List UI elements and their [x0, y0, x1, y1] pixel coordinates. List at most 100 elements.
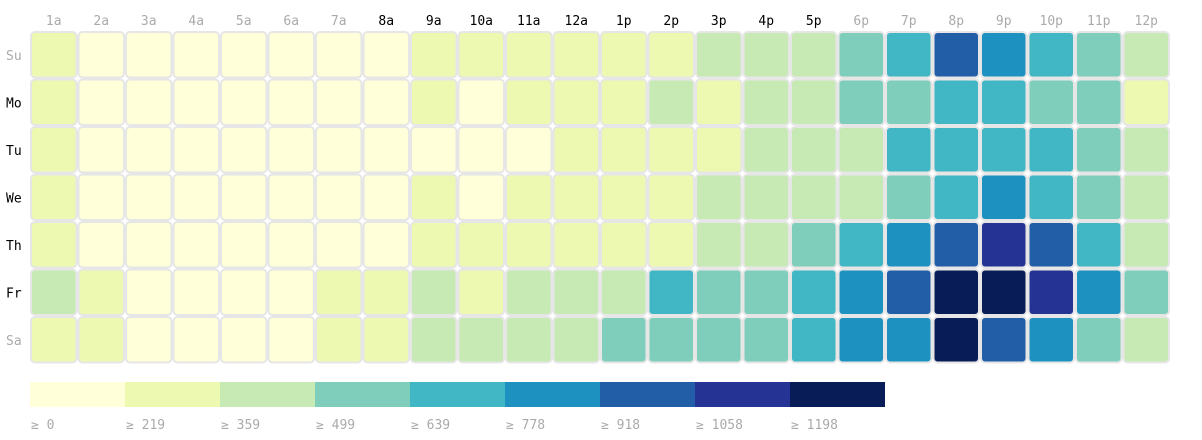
- heatmap-cell: [267, 173, 315, 221]
- heatmap-cell: [30, 31, 78, 79]
- heatmap-cell: [1122, 221, 1170, 269]
- hour-label: 9p: [996, 14, 1012, 29]
- heatmap-cell: [362, 173, 410, 221]
- hour-label: 5a: [236, 14, 252, 29]
- legend-label: ≥ 499: [316, 418, 355, 433]
- heatmap-cell: [125, 316, 173, 364]
- heatmap-cell: [885, 31, 933, 79]
- heatmap-cell: [77, 221, 125, 269]
- heatmap-cell: [600, 316, 648, 364]
- heatmap-cell: [790, 31, 838, 79]
- heatmap-cell: [220, 268, 268, 316]
- heatmap-cell: [362, 31, 410, 79]
- hour-label: 10p: [1040, 14, 1064, 29]
- legend-swatch: [790, 382, 885, 407]
- day-label: Fr: [6, 286, 22, 301]
- hour-label: 2p: [663, 14, 679, 29]
- legend-swatch: [125, 382, 220, 407]
- heatmap-cell: [742, 126, 790, 174]
- heatmap-cell: [932, 78, 980, 126]
- heatmap-cell: [552, 221, 600, 269]
- heatmap-cell: [932, 316, 980, 364]
- heatmap-cell: [457, 221, 505, 269]
- heatmap-cell: [220, 126, 268, 174]
- heatmap-cell: [362, 268, 410, 316]
- heatmap-cell: [695, 173, 743, 221]
- day-label: Th: [6, 239, 22, 254]
- heatmap-cell: [505, 316, 553, 364]
- heatmap-cell: [30, 268, 78, 316]
- heatmap-cell: [790, 268, 838, 316]
- heatmap-cell: [125, 173, 173, 221]
- heatmap-cell: [695, 78, 743, 126]
- heatmap-cell: [932, 173, 980, 221]
- heatmap-cell: [742, 316, 790, 364]
- heatmap-cell: [837, 78, 885, 126]
- heatmap-cell: [315, 173, 363, 221]
- heatmap-cell: [695, 268, 743, 316]
- hour-label: 9a: [426, 14, 442, 29]
- heatmap-cell: [790, 126, 838, 174]
- heatmap-cell: [600, 173, 648, 221]
- legend-label: ≥ 778: [506, 418, 545, 433]
- heatmap-cell: [410, 173, 458, 221]
- heatmap-cell: [125, 126, 173, 174]
- heatmap-cell: [647, 173, 695, 221]
- heatmap-cell: [837, 126, 885, 174]
- heatmap-cell: [457, 268, 505, 316]
- day-label: Mo: [6, 96, 22, 111]
- heatmap-cell: [410, 126, 458, 174]
- heatmap-cell: [77, 173, 125, 221]
- hour-label: 8p: [948, 14, 964, 29]
- legend-label: ≥ 639: [411, 418, 450, 433]
- heatmap-cell: [742, 31, 790, 79]
- heatmap-cell: [695, 316, 743, 364]
- heatmap-cell: [125, 268, 173, 316]
- heatmap-cell: [837, 173, 885, 221]
- heatmap-cell: [837, 316, 885, 364]
- heatmap-cell: [362, 126, 410, 174]
- hour-label: 7a: [331, 14, 347, 29]
- heatmap-cell: [885, 268, 933, 316]
- hour-label: 8a: [378, 14, 394, 29]
- heatmap-cell: [172, 221, 220, 269]
- heatmap-cell: [980, 173, 1028, 221]
- heatmap-cell: [1075, 126, 1123, 174]
- heatmap-cell: [885, 173, 933, 221]
- heatmap-cell: [505, 221, 553, 269]
- heatmap-cell: [837, 268, 885, 316]
- heatmap-cell: [552, 173, 600, 221]
- heatmap-cell: [1122, 78, 1170, 126]
- heatmap-cell: [1122, 31, 1170, 79]
- heatmap-cell: [647, 126, 695, 174]
- heatmap-cell: [790, 316, 838, 364]
- heatmap-cell: [220, 316, 268, 364]
- heatmap-cell: [647, 221, 695, 269]
- heatmap-cell: [505, 31, 553, 79]
- day-label: Su: [6, 49, 22, 64]
- heatmap-cell: [315, 126, 363, 174]
- hour-label: 4p: [758, 14, 774, 29]
- heatmap-cell: [1122, 126, 1170, 174]
- heatmap-cell: [647, 78, 695, 126]
- hour-label: 11p: [1087, 14, 1111, 29]
- heatmap-cell: [600, 31, 648, 79]
- heatmap-cell: [267, 268, 315, 316]
- heatmap-cell: [362, 316, 410, 364]
- heatmap-cell: [220, 221, 268, 269]
- hour-label: 12p: [1135, 14, 1159, 29]
- legend-swatch: [410, 382, 505, 407]
- legend-label: ≥ 918: [601, 418, 640, 433]
- heatmap-cell: [552, 78, 600, 126]
- heatmap-cell: [1027, 221, 1075, 269]
- heatmap-cell: [315, 31, 363, 79]
- heatmap-cell: [172, 173, 220, 221]
- hour-label: 11a: [517, 14, 540, 29]
- day-label: Sa: [6, 334, 22, 349]
- heatmap-cell: [600, 126, 648, 174]
- heatmap-cell: [505, 126, 553, 174]
- day-axis-labels: Su Mo Tu We Th Fr Sa: [6, 49, 22, 349]
- heatmap-cell: [315, 316, 363, 364]
- heatmap-cell: [980, 221, 1028, 269]
- legend-label: ≥ 0: [31, 418, 54, 433]
